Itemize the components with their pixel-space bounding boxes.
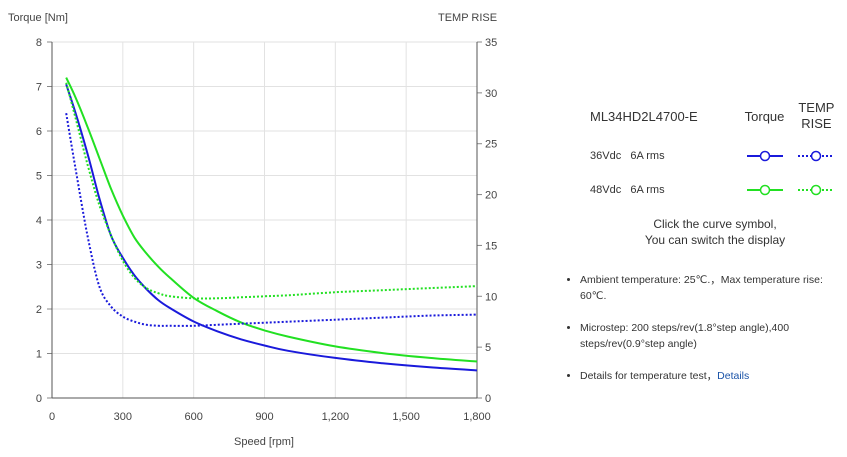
- x-tick-label: 1,800: [463, 411, 491, 423]
- y-right-tick-label: 5: [485, 342, 491, 354]
- legend-row-label: 48Vdc 6A rms: [590, 184, 665, 196]
- ambient-temperature-note: Ambient temperature: 25℃.，Max temperatur…: [580, 272, 847, 304]
- y-right-axis-label: TEMP RISE [℃]: [438, 12, 500, 24]
- y-left-tick-label: 4: [36, 215, 42, 227]
- y-right-tick-label: 35: [485, 37, 497, 49]
- details-list: Ambient temperature: 25℃.，Max temperatur…: [566, 272, 847, 400]
- temp-36v-symbol-button[interactable]: [793, 150, 840, 162]
- y-left-tick-label: 1: [36, 349, 42, 361]
- microstep-note: Microstep: 200 steps/rev(1.8°step angle)…: [580, 320, 847, 352]
- x-axis-label: Speed [rpm]: [234, 436, 294, 448]
- y-left-axis-label: Torque [Nm]: [8, 12, 68, 24]
- series-line-temp-rise-3[interactable]: [65, 82, 478, 300]
- torque-36v-symbol-button[interactable]: [736, 150, 793, 162]
- x-tick-label: 600: [184, 411, 202, 423]
- temperature-test-note: Details for temperature test，Details: [580, 368, 847, 384]
- grid: [47, 41, 482, 399]
- series-group[interactable]: [65, 77, 478, 372]
- y-left-tick-label: 8: [36, 37, 42, 49]
- y-left-tick-label: 6: [36, 126, 42, 138]
- y-right-tick-label: 25: [485, 139, 497, 151]
- temp-48v-symbol-button[interactable]: [793, 184, 840, 196]
- x-tick-label: 1,200: [322, 411, 350, 423]
- series-line-torque-0[interactable]: [65, 84, 478, 372]
- legend-row-36v: 36Vdc 6A rms: [560, 146, 840, 166]
- model-name: ML34HD2L4700-E: [590, 108, 698, 124]
- y-right-tick-label: 0: [485, 393, 491, 405]
- dotted-line-circle-icon: [798, 150, 835, 162]
- details-link[interactable]: Details: [717, 370, 750, 382]
- x-tick-label: 0: [49, 411, 55, 423]
- series-line-torque-1[interactable]: [65, 77, 478, 363]
- note-line-1: Click the curve symbol,: [653, 217, 777, 231]
- legend-panel: ML34HD2L4700-E Torque TEMP RISE 36Vdc 6A…: [560, 100, 840, 248]
- x-tick-label: 900: [255, 411, 273, 423]
- solid-line-circle-icon: [746, 184, 783, 196]
- temp-rise-column-label: TEMP RISE: [798, 100, 835, 131]
- dotted-line-circle-icon: [798, 184, 835, 196]
- legend-row-48v: 48Vdc 6A rms: [560, 180, 840, 200]
- y-right-tick-label: 30: [485, 88, 497, 100]
- y-right-tick-label: 20: [485, 190, 497, 202]
- torque-speed-chart: Torque [Nm] TEMP RISE [℃] Speed [rpm] 0 3…: [8, 12, 500, 448]
- series-line-temp-rise-2[interactable]: [65, 113, 478, 327]
- note-line-2: You can switch the display: [644, 233, 786, 247]
- torque-48v-symbol-button[interactable]: [736, 184, 793, 196]
- y-right-tick-label: 15: [485, 240, 497, 252]
- y-left-tick-label: 5: [36, 171, 42, 183]
- y-right-tick-label: 10: [485, 291, 497, 303]
- x-tick-label: 1,500: [392, 411, 420, 423]
- legend-note: Click the curve symbol, You can switch t…: [560, 216, 840, 248]
- legend-header: ML34HD2L4700-E Torque TEMP RISE: [560, 100, 840, 132]
- y-left-tick-label: 7: [36, 82, 42, 94]
- torque-column-label: Torque: [744, 108, 785, 124]
- y-left-tick-label: 0: [36, 393, 42, 405]
- tick-labels: 0 300 600 900 1,200 1,500 1,800 0 1 2 3 4 5 6 7 8 0 5 10 15…: [36, 37, 497, 423]
- y-left-tick-label: 3: [36, 260, 42, 272]
- y-left-tick-label: 2: [36, 304, 42, 316]
- x-tick-label: 300: [114, 411, 132, 423]
- legend-row-label: 36Vdc 6A rms: [590, 150, 665, 162]
- solid-line-circle-icon: [746, 150, 783, 162]
